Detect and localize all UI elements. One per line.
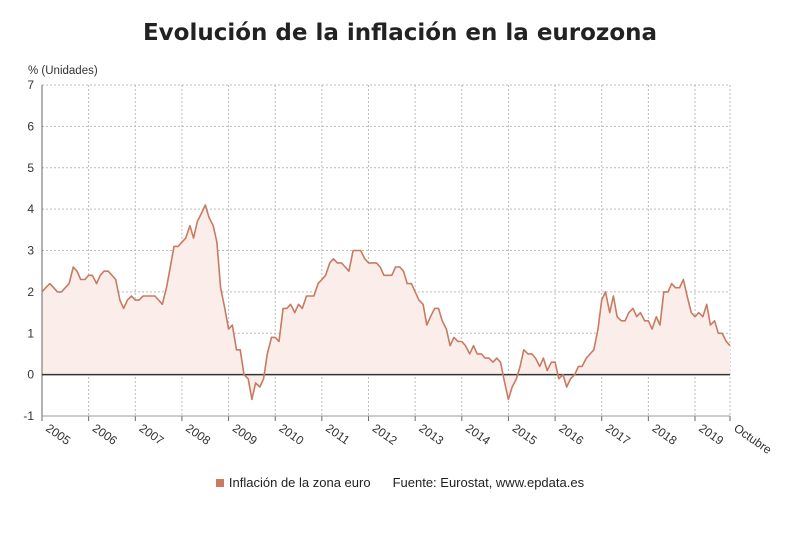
y-axis-label: % (Unidades): [28, 65, 98, 77]
y-tick-label: 1: [27, 326, 34, 340]
y-tick-label: 4: [27, 202, 34, 216]
x-tick-labels: 2005 2006 2007 2008 2009 2010 2011 2012 2013 2014…: [43, 421, 774, 457]
legend-swatch: [215, 478, 224, 487]
y-tick-label: 5: [27, 161, 34, 175]
x-tick-label: Octubre: [731, 421, 774, 457]
x-tick-label: 2016: [556, 421, 586, 448]
y-tick-label: 2: [27, 285, 34, 299]
y-tick-label: 0: [27, 368, 34, 382]
y-tick-label: 3: [27, 244, 34, 258]
x-tick-label: 2014: [463, 421, 493, 448]
x-tick-label: 2011: [323, 421, 352, 447]
legend-label: Inflación de la zona euro: [228, 475, 371, 490]
series-area-inflacion: [42, 205, 730, 400]
x-tick-label: 2019: [696, 421, 726, 448]
x-tick-label: 2007: [137, 421, 167, 448]
x-tick-label: 2012: [370, 421, 400, 448]
chart-title: Evolución de la inflación en la eurozona: [142, 20, 658, 46]
x-tick-label: 2005: [43, 421, 73, 448]
series-line-inflacion: [41, 204, 731, 401]
area-fill-layer: [42, 205, 730, 400]
x-tick-label: 2017: [603, 421, 633, 448]
x-tick-label: 2009: [230, 421, 260, 448]
series-line-layer: [41, 204, 731, 401]
source-label: Fuente: Eurostat, www.epdata.es: [392, 475, 585, 490]
x-tick-label: 2006: [90, 421, 120, 448]
x-tick-label: 2015: [510, 421, 540, 448]
x-tick-label: 2010: [276, 421, 306, 448]
x-tick-label: 2013: [416, 421, 446, 448]
legend: Inflación de la zona euro Fuente: Eurosta…: [0, 475, 800, 490]
x-tick-label: 2008: [183, 421, 213, 448]
y-tick-label: 7: [27, 78, 34, 92]
axes: [41, 85, 731, 421]
y-tick-label: 6: [27, 119, 34, 133]
y-tick-label: -1: [23, 409, 34, 423]
x-tick-label: 2018: [650, 421, 680, 448]
y-tick-labels: -1 0 1 2 3 4 5 6 7: [23, 78, 34, 423]
